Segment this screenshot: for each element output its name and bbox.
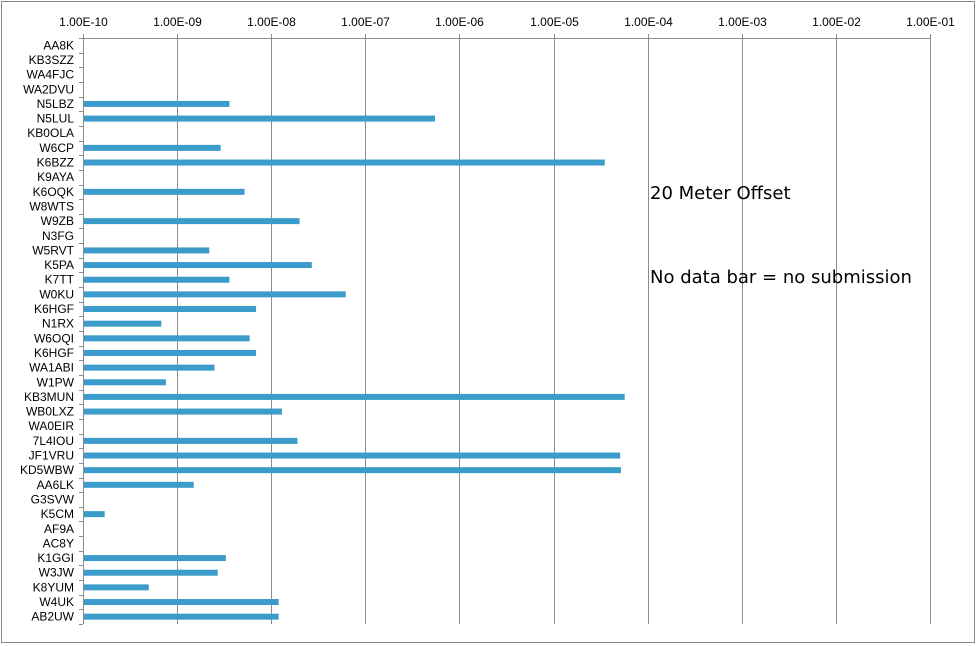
- bar: [84, 584, 149, 591]
- category-label: KB0OLA: [27, 126, 74, 140]
- category-label: K6HGF: [34, 346, 74, 360]
- bar: [84, 452, 621, 459]
- category-label: K6OQK: [33, 185, 74, 199]
- bar: [84, 599, 279, 606]
- category-label: AB2UW: [31, 610, 74, 624]
- bar: [84, 379, 166, 386]
- category-label: N5LBZ: [37, 97, 74, 111]
- y-axis-category-labels: AA8KKB3SZZWA4FJCWA2DVUN5LBZN5LULKB0OLAW6…: [20, 38, 75, 623]
- category-label: JF1VRU: [29, 449, 74, 463]
- x-tick-label: 1.00E-10: [59, 15, 108, 29]
- no-data-note: No data bar = no submission: [650, 267, 912, 288]
- category-label: K7TT: [45, 273, 75, 287]
- category-label: W6OQI: [34, 331, 74, 345]
- category-label: K8YUM: [33, 580, 74, 594]
- category-label: K5PA: [44, 258, 74, 272]
- bar: [84, 555, 226, 562]
- x-tick-label: 1.00E-03: [718, 15, 767, 29]
- bar: [84, 159, 605, 166]
- category-label: AF9A: [44, 522, 74, 536]
- offset-annotation: 20 Meter Offset: [650, 183, 791, 204]
- bar: [84, 276, 230, 283]
- bar: [84, 393, 625, 400]
- category-label: W1PW: [37, 375, 75, 389]
- category-label: K1GGI: [37, 551, 74, 565]
- bar: [84, 481, 194, 488]
- category-label: KB3SZZ: [29, 53, 74, 67]
- bar: [84, 364, 215, 371]
- category-label: WA2DVU: [23, 82, 74, 96]
- x-tick-label: 1.00E-01: [906, 15, 955, 29]
- bar: [84, 569, 218, 576]
- category-label: K9AYA: [37, 170, 74, 184]
- category-label: K6BZZ: [37, 156, 74, 170]
- bar: [84, 408, 282, 415]
- bar: [84, 437, 298, 444]
- bar: [84, 247, 210, 254]
- x-tick-label: 1.00E-08: [247, 15, 296, 29]
- bars: [84, 100, 625, 620]
- category-label: W0KU: [39, 287, 74, 301]
- bar: [84, 511, 105, 518]
- category-label: 7L4IOU: [33, 434, 74, 448]
- category-label: W9ZB: [41, 214, 74, 228]
- category-label: K5CM: [41, 507, 74, 521]
- bar: [84, 262, 312, 269]
- bar: [84, 218, 300, 225]
- category-label: KB3MUN: [24, 390, 74, 404]
- bar: [84, 100, 230, 107]
- category-label: N3FG: [42, 229, 74, 243]
- bar: [84, 335, 250, 342]
- bar: [84, 306, 257, 313]
- category-label: W8WTS: [29, 199, 74, 213]
- x-tick-label: 1.00E-07: [341, 15, 390, 29]
- x-tick-label: 1.00E-04: [624, 15, 673, 29]
- category-label: G3SVW: [31, 492, 75, 506]
- category-label: AA8K: [43, 38, 74, 52]
- bar: [84, 115, 436, 122]
- category-label: W3JW: [39, 566, 75, 580]
- bar: [84, 291, 346, 298]
- bar: [84, 320, 162, 327]
- x-tick-label: 1.00E-02: [812, 15, 861, 29]
- x-axis-tick-labels: 1.00E-10 1.00E-09 1.00E-08 1.00E-07 1.00E-06…: [59, 15, 955, 29]
- category-label: W5RVT: [32, 243, 74, 257]
- category-label: WB0LXZ: [26, 405, 74, 419]
- bar: [84, 467, 621, 474]
- x-tick-label: 1.00E-06: [435, 15, 484, 29]
- bar: [84, 188, 245, 195]
- category-label: N5LUL: [37, 112, 75, 126]
- gridlines: [79, 34, 931, 625]
- bar: [84, 349, 257, 356]
- bar: [84, 144, 221, 151]
- category-label: AA6LK: [37, 478, 74, 492]
- x-tick-label: 1.00E-09: [153, 15, 202, 29]
- category-label: N1RX: [42, 317, 74, 331]
- category-label: W6CP: [39, 141, 74, 155]
- category-label: KD5WBW: [20, 463, 75, 477]
- category-label: WA0EIR: [28, 419, 74, 433]
- bar: [84, 613, 279, 620]
- x-tick-label: 1.00E-05: [530, 15, 579, 29]
- category-label: WA4FJC: [26, 68, 74, 82]
- category-label: WA1ABI: [29, 361, 74, 375]
- category-label: W4UK: [39, 595, 74, 609]
- category-label: AC8Y: [43, 536, 74, 550]
- category-label: K6HGF: [34, 302, 74, 316]
